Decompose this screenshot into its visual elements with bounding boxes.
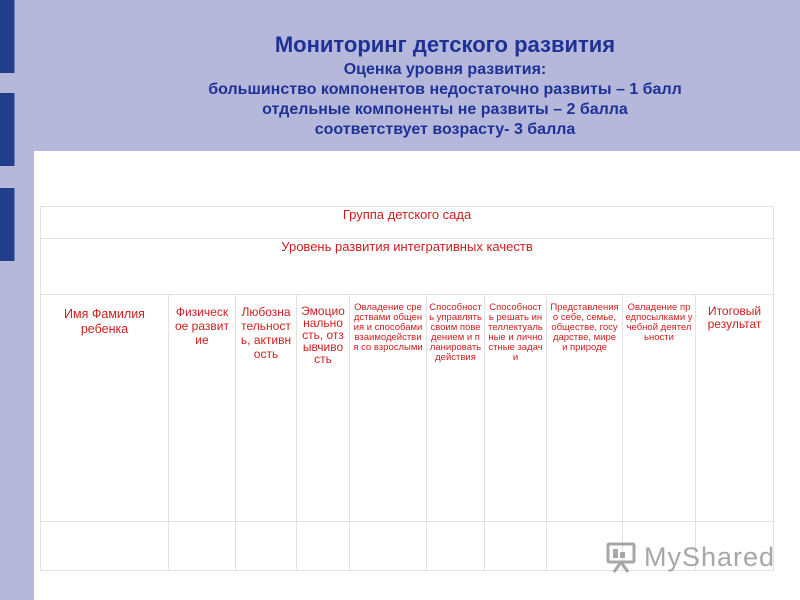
scale-line-2: отдельные компоненты не развиты – 2 балл… (262, 101, 628, 118)
table-row: Уровень развития интегративных качеств (39, 238, 775, 295)
side-decor-bar (0, 0, 15, 73)
watermark-text: MyShared (644, 542, 776, 572)
header-cell-communication: Овладение средствами общения и способами… (349, 294, 427, 522)
header-cell-total: Итоговый результат (694, 294, 775, 522)
table-cell (235, 521, 297, 571)
presentation-board-icon (606, 542, 636, 573)
header-cell-world-knowledge: Представления о себе, семье, обществе, г… (546, 294, 623, 522)
header-cell-name: Имя Фамилия ребенка (40, 294, 169, 522)
table-row (40, 521, 775, 571)
table-cell (40, 521, 169, 571)
table-cell (484, 521, 547, 571)
table-cell (349, 521, 427, 571)
level-label: Уровень развития интегративных качеств (39, 238, 775, 295)
title-block: Мониторинг детского развития Оценка уров… (90, 30, 800, 140)
header-cell-problem-solving: Способность решать интеллектуальные и ли… (484, 294, 547, 522)
header-cell-curiosity: Любознательность, активность (235, 294, 297, 522)
header-cell-physical: Физическое развитие (168, 294, 236, 522)
scale-line-1: большинство компонентов недостаточно раз… (208, 81, 682, 98)
table-header-row: Имя Фамилия ребенка Физическое развитие … (40, 294, 775, 522)
header-cell-self-control: Способность управлять своим поведением и… (426, 294, 485, 522)
monitoring-table: Группа детского сада Уровень развития ин… (39, 206, 775, 571)
watermark: MyShared (604, 540, 774, 574)
side-decor-bar (0, 93, 15, 166)
scale-heading: Оценка уровня развития: (343, 61, 547, 78)
table-cell (168, 521, 236, 571)
page-title: Мониторинг детского развития (274, 32, 616, 57)
header-cell-emotional: Эмоциональность, отзывчивость (296, 294, 350, 522)
header-cell-learning-skills: Овладение предпосылками учебной деятельн… (622, 294, 696, 522)
table-cell (426, 521, 485, 571)
table-cell (694, 521, 775, 571)
group-label: Группа детского сада (39, 206, 775, 239)
scale-line-3: соответствует возрасту- 3 балла (314, 121, 576, 138)
table-cell (296, 521, 350, 571)
table-row: Группа детского сада (39, 206, 775, 239)
side-decor-bar (0, 188, 15, 261)
